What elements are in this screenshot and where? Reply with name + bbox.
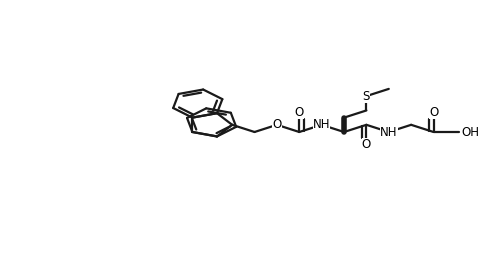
Text: O: O [429, 106, 438, 119]
Text: NH: NH [380, 125, 398, 139]
Text: S: S [363, 89, 370, 103]
Text: OH: OH [462, 125, 480, 139]
Text: O: O [272, 118, 282, 131]
Text: O: O [295, 106, 304, 119]
Text: NH: NH [313, 118, 330, 131]
Text: O: O [362, 138, 371, 151]
